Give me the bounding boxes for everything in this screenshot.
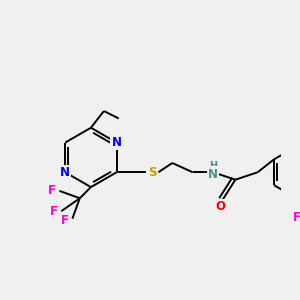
Text: F: F [292,211,300,224]
Text: F: F [48,184,56,197]
Text: N: N [112,136,122,149]
Text: H: H [209,161,217,171]
Text: S: S [148,166,156,179]
Text: N: N [60,166,70,179]
Text: N: N [208,168,218,181]
Text: O: O [215,200,226,213]
Text: F: F [50,205,58,218]
Text: F: F [61,214,69,227]
